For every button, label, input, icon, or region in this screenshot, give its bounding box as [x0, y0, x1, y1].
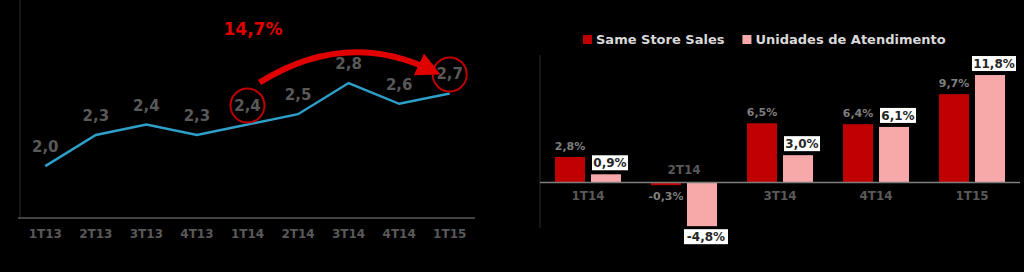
data-label: 2,5 — [285, 86, 312, 104]
data-label: -0,3% — [648, 190, 683, 203]
x-tick-label: 3T14 — [763, 189, 796, 203]
label-box — [880, 108, 916, 123]
plot-area — [45, 83, 449, 166]
data-label: 6,5% — [747, 106, 778, 119]
data-label: -4,8% — [687, 230, 725, 244]
x-tick-label: 3T13 — [130, 227, 163, 241]
legend-label: Unidades de Atendimento — [755, 32, 945, 47]
x-tick-label: 2T13 — [79, 227, 112, 241]
bar — [843, 124, 873, 182]
x-tick-label: 4T14 — [383, 227, 416, 241]
data-label: 2,3 — [184, 107, 211, 125]
x-axis — [540, 182, 1020, 184]
data-label: 2,6 — [386, 76, 413, 94]
legend: Same Store Sales Unidades de Atendimento — [583, 32, 946, 47]
y-axis — [540, 55, 541, 228]
highlight-circle — [433, 57, 467, 91]
data-label: 3,0% — [785, 137, 818, 151]
x-tick-label: 1T14 — [231, 227, 264, 241]
legend-swatch — [742, 35, 751, 44]
data-label: 2,8% — [555, 140, 586, 153]
data-label: 2,8 — [335, 55, 362, 73]
y-axis — [20, 0, 21, 218]
data-label: 0,9% — [593, 156, 626, 170]
x-tick-label: 1T15 — [433, 227, 466, 241]
line — [45, 83, 449, 166]
bar — [783, 155, 813, 182]
bar — [687, 182, 717, 226]
annotation: 14,7% — [224, 19, 283, 39]
x-tick-label: 3T14 — [332, 227, 365, 241]
bar — [555, 157, 585, 182]
label-box — [684, 229, 728, 244]
data-label: 2,7 — [436, 65, 463, 83]
x-tick-label: 4T14 — [859, 189, 892, 203]
legend-swatch — [583, 35, 592, 44]
label-box — [972, 56, 1016, 71]
data-label: 6,1% — [881, 109, 914, 123]
x-axis — [18, 217, 475, 219]
bar — [975, 75, 1005, 182]
bar — [879, 127, 909, 183]
bar — [747, 123, 777, 182]
legend-label: Same Store Sales — [596, 32, 725, 47]
x-tick-label: 1T14 — [571, 189, 604, 203]
data-label: 2,4 — [133, 97, 160, 115]
label-box — [784, 136, 820, 151]
data-label: 2,0 — [32, 138, 59, 156]
plot-area — [555, 75, 1005, 226]
x-tick-label: 4T13 — [180, 227, 213, 241]
bar — [939, 94, 969, 182]
x-tick-label: 1T13 — [29, 227, 62, 241]
data-label: 2,3 — [83, 107, 110, 125]
bar — [591, 174, 621, 182]
x-tick-label: 2T14 — [667, 163, 700, 177]
x-tick-label: 2T14 — [281, 227, 314, 241]
highlight-circle — [231, 89, 265, 123]
data-label: 6,4% — [843, 107, 874, 120]
data-label: 11,8% — [973, 57, 1015, 71]
x-tick-label: 1T15 — [955, 189, 988, 203]
annotation-arrow — [260, 52, 430, 82]
label-box — [592, 155, 628, 170]
data-label: 9,7% — [939, 77, 970, 90]
data-label: 2,4 — [234, 97, 261, 115]
